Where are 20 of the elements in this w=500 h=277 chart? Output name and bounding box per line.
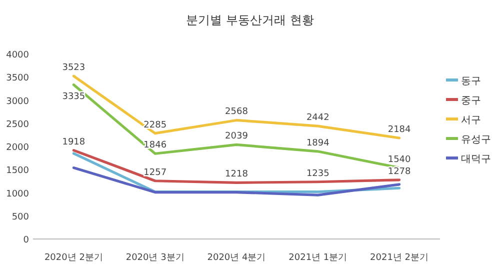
x-tick-label: 2021년 1분기 bbox=[288, 253, 348, 263]
y-tick-label: 2500 bbox=[6, 120, 30, 130]
title: 분기별 부동산거래 현황 bbox=[186, 13, 314, 27]
x-tick-label: 2020년 3분기 bbox=[126, 253, 184, 263]
legend-label: 유성구 bbox=[461, 134, 491, 146]
legend-label: 대덕구 bbox=[461, 154, 491, 165]
x-tick-label: 2020년 2분기 bbox=[44, 253, 103, 263]
legend-label: 동구 bbox=[461, 76, 481, 87]
y-tick-label: 3500 bbox=[6, 74, 30, 84]
y-tick-label: 3000 bbox=[6, 96, 30, 107]
y-tick-label: 1500 bbox=[6, 166, 30, 176]
y-tick-label: 1000 bbox=[6, 189, 30, 200]
x-tick-label: 2020년 4분기 bbox=[207, 253, 266, 263]
y-tick-label: 2000 bbox=[6, 143, 30, 153]
legend-label: 서구 bbox=[461, 115, 481, 126]
y-tick-label: 500 bbox=[12, 212, 30, 222]
y-tick-label: 4000 bbox=[6, 50, 30, 60]
x-tick-label: 2021년 2분기 bbox=[370, 253, 429, 263]
legend-label: 중구 bbox=[461, 96, 481, 106]
y-tick-label: 0 bbox=[23, 236, 30, 246]
